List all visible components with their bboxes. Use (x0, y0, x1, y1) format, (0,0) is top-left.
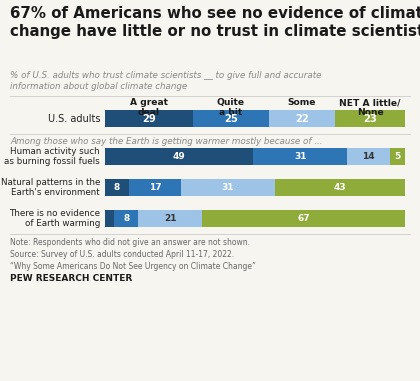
Text: 29: 29 (142, 114, 156, 123)
Bar (181, 179, 275, 196)
Text: Quite
a bit: Quite a bit (217, 98, 245, 117)
Text: A great
deal: A great deal (130, 98, 168, 117)
Text: 67: 67 (297, 214, 310, 223)
Bar (275, 179, 405, 196)
Text: Some: Some (288, 98, 316, 107)
Text: 49: 49 (173, 152, 186, 161)
Text: 5: 5 (394, 152, 401, 161)
Bar (254, 148, 347, 165)
Text: 21: 21 (164, 214, 176, 223)
Text: 17: 17 (149, 183, 161, 192)
Text: 43: 43 (333, 183, 346, 192)
Bar (105, 148, 254, 165)
Text: U.S. adults: U.S. adults (47, 114, 100, 123)
Bar (335, 110, 405, 127)
Text: Human activity such
as burning fossil fuels: Human activity such as burning fossil fu… (4, 147, 100, 166)
Text: 31: 31 (294, 152, 307, 161)
Bar (105, 210, 114, 227)
Text: 31: 31 (221, 183, 234, 192)
Bar (105, 179, 129, 196)
Bar (114, 210, 138, 227)
Text: PEW RESEARCH CENTER: PEW RESEARCH CENTER (10, 274, 132, 283)
Bar (193, 110, 269, 127)
Text: 14: 14 (362, 152, 375, 161)
Bar (202, 210, 405, 227)
Text: NET A little/
None: NET A little/ None (339, 98, 401, 117)
Text: 8: 8 (123, 214, 129, 223)
Bar (138, 210, 202, 227)
Text: There is no evidence
of Earth warming: There is no evidence of Earth warming (9, 209, 100, 228)
Text: Note: Respondents who did not give an answer are not shown.
Source: Survey of U.: Note: Respondents who did not give an an… (10, 238, 256, 271)
Text: 22: 22 (295, 114, 309, 123)
Bar (269, 110, 335, 127)
Bar (105, 110, 193, 127)
Bar (390, 148, 405, 165)
Bar (347, 148, 390, 165)
Text: % of U.S. adults who trust climate scientists __ to give full and accurate
infor: % of U.S. adults who trust climate scien… (10, 71, 321, 91)
Text: 8: 8 (114, 183, 120, 192)
Text: Natural patterns in the
Earth's environment: Natural patterns in the Earth's environm… (0, 178, 100, 197)
Text: Among those who say the Earth is getting warmer mostly because of ...: Among those who say the Earth is getting… (10, 137, 323, 146)
Text: 23: 23 (363, 114, 377, 123)
Bar (129, 179, 181, 196)
Text: 67% of Americans who see no evidence of climate
change have little or no trust i: 67% of Americans who see no evidence of … (10, 6, 420, 39)
Text: 25: 25 (224, 114, 238, 123)
